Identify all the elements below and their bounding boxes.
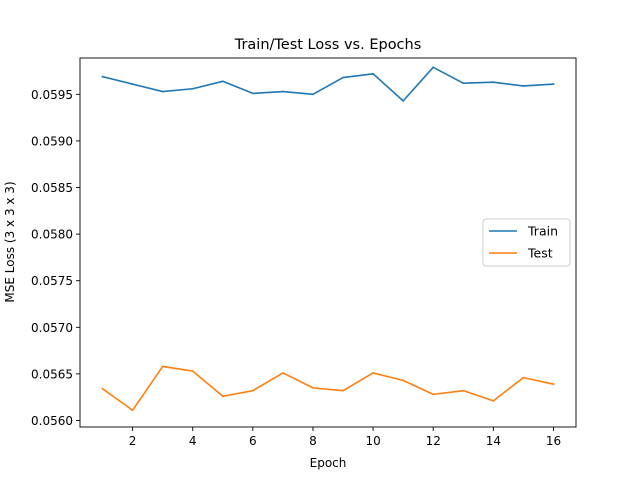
- data-point-test: [342, 389, 344, 392]
- data-point-test: [492, 400, 495, 402]
- y-tick-label: 0.0570: [31, 321, 73, 335]
- axes: 2 4 6 8 10 12 14 16 0.0560 0.0565 0.0570 0.0575 0.05…: [31, 57, 577, 448]
- x-tick-label: 16: [546, 434, 561, 448]
- legend-label-train: Train: [527, 224, 558, 239]
- data-point-train: [372, 72, 374, 75]
- x-tick-label: 12: [426, 434, 441, 448]
- data-point-train: [342, 76, 344, 79]
- y-tick-label: 0.0575: [31, 274, 73, 288]
- x-tick-label: 6: [249, 434, 257, 448]
- data-point-test: [312, 386, 314, 389]
- data-point-test: [161, 365, 164, 368]
- chart-title: Train/Test Loss vs. Epochs: [234, 37, 422, 53]
- series-line-test: [101, 365, 555, 412]
- data-point-test: [522, 376, 525, 379]
- data-point-test: [552, 383, 555, 386]
- y-tick-label: 0.0565: [31, 367, 73, 381]
- data-point-train: [282, 90, 284, 93]
- data-point-test: [402, 379, 405, 382]
- plot-area: [101, 66, 555, 412]
- x-tick-label: 2: [129, 434, 137, 448]
- y-tick-label: 0.0590: [31, 134, 73, 148]
- data-point-test: [372, 372, 374, 374]
- data-point-train: [251, 92, 254, 95]
- x-axis-label: Epoch: [310, 456, 347, 470]
- data-point-train: [191, 87, 194, 90]
- x-tick-label: 8: [309, 434, 317, 448]
- series-line-train: [101, 66, 555, 102]
- legend: Train Test: [482, 218, 571, 267]
- data-point-train: [522, 85, 525, 87]
- data-point-test: [432, 393, 435, 396]
- y-tick-label: 0.0595: [31, 88, 73, 102]
- data-point-test: [191, 370, 194, 372]
- data-point-train: [131, 83, 134, 85]
- data-point-train: [552, 83, 555, 85]
- data-point-train: [402, 99, 405, 102]
- x-tick-label: 14: [486, 434, 501, 448]
- legend-label-test: Test: [527, 246, 553, 261]
- y-tick-label: 0.0560: [31, 414, 73, 428]
- data-point-train: [161, 90, 164, 93]
- data-point-test: [251, 389, 254, 392]
- y-axis-label: MSE Loss (3 x 3 x 3): [3, 181, 17, 302]
- data-point-train: [492, 81, 495, 84]
- data-point-train: [432, 66, 435, 69]
- data-point-test: [221, 395, 224, 398]
- data-point-test: [131, 409, 134, 412]
- data-point-train: [312, 93, 314, 96]
- data-point-test: [282, 372, 284, 374]
- data-point-test: [462, 389, 465, 392]
- data-point-test: [101, 387, 104, 390]
- y-tick-label: 0.0580: [31, 228, 73, 242]
- data-point-train: [101, 75, 104, 78]
- data-point-train: [221, 80, 224, 83]
- data-point-train: [462, 82, 465, 85]
- x-tick-label: 10: [365, 434, 380, 448]
- x-tick-label: 4: [189, 434, 197, 448]
- y-tick-label: 0.0585: [31, 181, 73, 195]
- axes-frame: [79, 57, 577, 428]
